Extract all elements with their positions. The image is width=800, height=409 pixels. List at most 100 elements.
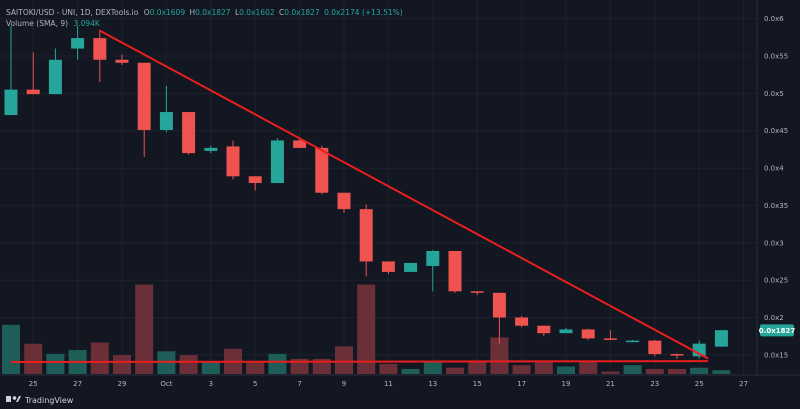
tradingview-brand-text: TradingView	[24, 396, 74, 405]
candle-body	[4, 89, 18, 116]
volume-bar	[2, 324, 20, 374]
candle-body	[26, 89, 40, 95]
price-axis[interactable]: 0.0x15 0.0x2 0.0x25 0.0x3 0.0x35 0.0x4 0.0x45 0…	[764, 15, 788, 359]
candles	[4, 26, 728, 359]
open-label: O	[144, 8, 150, 17]
volume-bar	[179, 355, 198, 374]
volume-bar	[335, 346, 353, 374]
time-tick-label: 25	[695, 380, 704, 388]
symbol-title: SAITOKI/USD - UNI, 1D, DEXTools.io	[6, 8, 139, 17]
candle	[4, 26, 18, 116]
volume-bar	[201, 361, 220, 374]
candle	[248, 176, 262, 191]
candle-body	[714, 330, 728, 347]
time-tick-label: 17	[517, 380, 526, 388]
candle-body	[315, 147, 329, 193]
time-tick-label: 7	[297, 380, 301, 388]
low-value: 0.0x1602	[239, 8, 275, 17]
volume-bar	[357, 284, 376, 374]
candle-body	[359, 209, 373, 262]
candle-body	[137, 62, 151, 130]
last-price-value: 0.0x1827	[759, 327, 796, 335]
candle-body	[670, 354, 684, 356]
candle-body	[204, 147, 218, 151]
tradingview-brand[interactable]: TradingView	[6, 396, 74, 405]
volume-bar	[579, 361, 598, 374]
candle	[315, 145, 329, 195]
volume-bar	[668, 368, 686, 374]
candle-body	[381, 261, 395, 272]
candle	[137, 62, 151, 157]
candle	[714, 330, 728, 347]
price-tick-label: 0.0x3	[764, 239, 784, 247]
time-tick-label: 27	[73, 380, 82, 388]
candle	[93, 29, 107, 83]
candle	[648, 339, 662, 357]
candle	[26, 52, 40, 95]
volume-indicator-value: 3.094K	[73, 19, 100, 28]
volume-bar	[446, 367, 464, 374]
candle	[537, 325, 551, 337]
tradingview-logo-icon	[6, 396, 21, 402]
candle	[182, 112, 196, 155]
candle-body	[48, 59, 62, 95]
candle	[559, 327, 573, 334]
candle	[48, 48, 62, 95]
close-value: 0.0x1827	[284, 8, 320, 17]
candle-body	[559, 329, 573, 334]
legend: SAITOKI/USD - UNI, 1D, DEXTools.io O 0.0x…	[6, 8, 403, 28]
candle-body	[426, 250, 440, 266]
time-axis[interactable]: 25 27 29 Oct 3 5 7 9 11 13 15 17 19 21 23 25 27	[29, 380, 748, 388]
candle	[470, 291, 484, 296]
price-tick-label: 0.0x55	[764, 53, 788, 61]
volume-bar	[645, 368, 664, 374]
candle-body	[337, 192, 351, 210]
time-tick-label: Oct	[160, 380, 172, 388]
candle-body	[93, 38, 107, 60]
candle	[404, 262, 418, 272]
candle	[204, 145, 218, 154]
high-label: H	[189, 8, 195, 17]
candle	[337, 192, 351, 213]
candle	[448, 250, 462, 293]
candle	[159, 85, 173, 133]
change-value: 0.0x2174 (+13.51%)	[324, 8, 403, 17]
candle-body	[115, 59, 129, 63]
high-value: 0.0x1827	[195, 8, 231, 17]
candle	[71, 26, 85, 60]
volume-indicator-label: Volume (SMA, 9)	[6, 19, 68, 28]
svg-text:SAITOKI/USD - UNI, 1D, DEXTool: SAITOKI/USD - UNI, 1D, DEXTools.io O 0.0x…	[6, 8, 403, 17]
volume-bar	[401, 368, 420, 374]
candle-body	[226, 146, 240, 177]
volume-bar	[246, 361, 265, 374]
volume-bar	[423, 361, 442, 374]
candle-body	[603, 338, 617, 340]
candle-body	[270, 140, 284, 184]
price-tick-label: 0.0x25	[764, 277, 788, 285]
horizontal-support-line	[10, 360, 709, 364]
volume-bar	[312, 358, 331, 374]
candle	[115, 54, 129, 65]
time-tick-label: 21	[606, 380, 615, 388]
candle-body	[515, 317, 529, 326]
candle-body	[537, 325, 551, 334]
volume-bar	[690, 367, 709, 374]
time-tick-label: 9	[342, 380, 346, 388]
svg-text:Volume (SMA, 9) 3.094K: Volume (SMA, 9) 3.094K	[6, 19, 101, 28]
price-tick-label: 0.0x4	[764, 165, 784, 173]
candle-body	[71, 38, 85, 49]
price-tick-label: 0.0x15	[764, 351, 788, 359]
candle	[270, 138, 284, 184]
candle	[603, 330, 617, 340]
candle	[359, 204, 373, 277]
volume-bar	[46, 353, 65, 374]
candle	[626, 339, 640, 343]
volume-bar	[24, 343, 43, 374]
volume-bar	[135, 284, 154, 374]
candle-body	[404, 262, 418, 272]
price-tick-label: 0.0x2	[764, 314, 784, 322]
price-tick-label: 0.0x6	[764, 15, 784, 23]
